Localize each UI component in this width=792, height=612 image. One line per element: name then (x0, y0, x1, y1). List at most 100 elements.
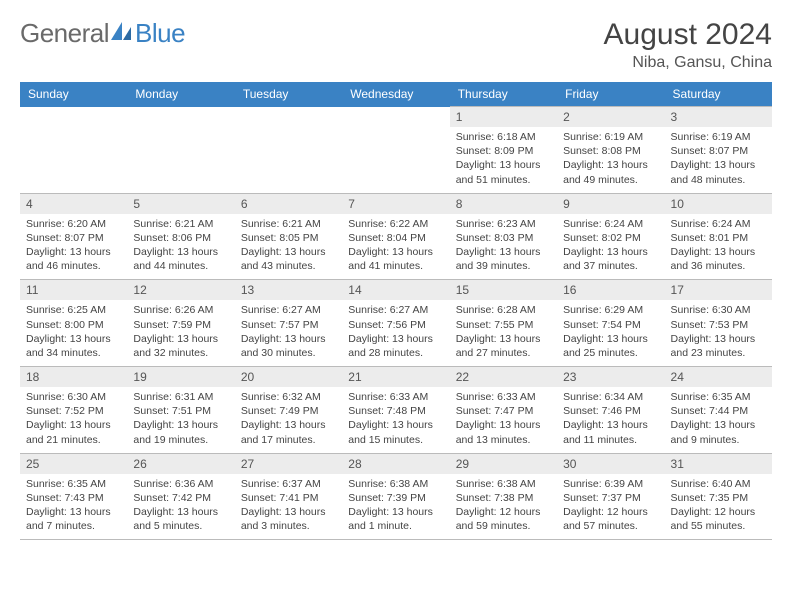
day-details: Sunrise: 6:39 AMSunset: 7:37 PMDaylight:… (557, 474, 664, 540)
day-header: Saturday (665, 82, 772, 107)
day-number: 28 (342, 454, 449, 474)
day-number: 27 (235, 454, 342, 474)
day-details: Sunrise: 6:21 AMSunset: 8:06 PMDaylight:… (127, 214, 234, 280)
day-number: 6 (235, 194, 342, 214)
calendar-cell: 7Sunrise: 6:22 AMSunset: 8:04 PMDaylight… (342, 193, 449, 280)
calendar-cell: 16Sunrise: 6:29 AMSunset: 7:54 PMDayligh… (557, 280, 664, 367)
logo: General Blue (20, 18, 185, 49)
day-number: 21 (342, 367, 449, 387)
day-details: Sunrise: 6:26 AMSunset: 7:59 PMDaylight:… (127, 300, 234, 366)
day-number: 3 (665, 107, 772, 127)
day-details: Sunrise: 6:28 AMSunset: 7:55 PMDaylight:… (450, 300, 557, 366)
day-details: Sunrise: 6:23 AMSunset: 8:03 PMDaylight:… (450, 214, 557, 280)
day-details: Sunrise: 6:29 AMSunset: 7:54 PMDaylight:… (557, 300, 664, 366)
calendar-cell: 30Sunrise: 6:39 AMSunset: 7:37 PMDayligh… (557, 453, 664, 540)
calendar-week: 1Sunrise: 6:18 AMSunset: 8:09 PMDaylight… (20, 107, 772, 194)
day-details: Sunrise: 6:36 AMSunset: 7:42 PMDaylight:… (127, 474, 234, 540)
day-number: 23 (557, 367, 664, 387)
day-header: Tuesday (235, 82, 342, 107)
day-number: 13 (235, 280, 342, 300)
day-details: Sunrise: 6:22 AMSunset: 8:04 PMDaylight:… (342, 214, 449, 280)
logo-text-general: General (20, 18, 109, 49)
calendar-cell: 9Sunrise: 6:24 AMSunset: 8:02 PMDaylight… (557, 193, 664, 280)
page-header: General Blue August 2024 Niba, Gansu, Ch… (20, 18, 772, 72)
calendar-cell: 24Sunrise: 6:35 AMSunset: 7:44 PMDayligh… (665, 367, 772, 454)
day-number: 1 (450, 107, 557, 127)
day-details: Sunrise: 6:34 AMSunset: 7:46 PMDaylight:… (557, 387, 664, 453)
day-details: Sunrise: 6:19 AMSunset: 8:08 PMDaylight:… (557, 127, 664, 193)
calendar-cell: 31Sunrise: 6:40 AMSunset: 7:35 PMDayligh… (665, 453, 772, 540)
calendar-cell (235, 107, 342, 194)
day-number: 26 (127, 454, 234, 474)
calendar-cell: 2Sunrise: 6:19 AMSunset: 8:08 PMDaylight… (557, 107, 664, 194)
calendar-cell: 17Sunrise: 6:30 AMSunset: 7:53 PMDayligh… (665, 280, 772, 367)
calendar-cell: 21Sunrise: 6:33 AMSunset: 7:48 PMDayligh… (342, 367, 449, 454)
calendar-cell: 19Sunrise: 6:31 AMSunset: 7:51 PMDayligh… (127, 367, 234, 454)
day-number: 14 (342, 280, 449, 300)
calendar-cell: 18Sunrise: 6:30 AMSunset: 7:52 PMDayligh… (20, 367, 127, 454)
day-number: 30 (557, 454, 664, 474)
calendar-cell: 12Sunrise: 6:26 AMSunset: 7:59 PMDayligh… (127, 280, 234, 367)
day-number: 7 (342, 194, 449, 214)
day-number: 12 (127, 280, 234, 300)
day-details: Sunrise: 6:21 AMSunset: 8:05 PMDaylight:… (235, 214, 342, 280)
calendar-cell (342, 107, 449, 194)
day-details: Sunrise: 6:33 AMSunset: 7:47 PMDaylight:… (450, 387, 557, 453)
day-details: Sunrise: 6:35 AMSunset: 7:44 PMDaylight:… (665, 387, 772, 453)
day-details: Sunrise: 6:27 AMSunset: 7:57 PMDaylight:… (235, 300, 342, 366)
day-details: Sunrise: 6:33 AMSunset: 7:48 PMDaylight:… (342, 387, 449, 453)
day-details: Sunrise: 6:24 AMSunset: 8:02 PMDaylight:… (557, 214, 664, 280)
calendar-cell: 3Sunrise: 6:19 AMSunset: 8:07 PMDaylight… (665, 107, 772, 194)
calendar-table: Sunday Monday Tuesday Wednesday Thursday… (20, 82, 772, 540)
day-number: 2 (557, 107, 664, 127)
day-number: 20 (235, 367, 342, 387)
day-details: Sunrise: 6:19 AMSunset: 8:07 PMDaylight:… (665, 127, 772, 193)
calendar-cell: 4Sunrise: 6:20 AMSunset: 8:07 PMDaylight… (20, 193, 127, 280)
day-number: 25 (20, 454, 127, 474)
day-header: Thursday (450, 82, 557, 107)
logo-sail-icon (111, 18, 133, 49)
day-number: 16 (557, 280, 664, 300)
day-header-row: Sunday Monday Tuesday Wednesday Thursday… (20, 82, 772, 107)
day-number: 10 (665, 194, 772, 214)
day-details: Sunrise: 6:38 AMSunset: 7:38 PMDaylight:… (450, 474, 557, 540)
day-number: 19 (127, 367, 234, 387)
calendar-cell: 22Sunrise: 6:33 AMSunset: 7:47 PMDayligh… (450, 367, 557, 454)
calendar-cell (127, 107, 234, 194)
calendar-cell: 8Sunrise: 6:23 AMSunset: 8:03 PMDaylight… (450, 193, 557, 280)
day-number: 4 (20, 194, 127, 214)
calendar-cell: 23Sunrise: 6:34 AMSunset: 7:46 PMDayligh… (557, 367, 664, 454)
calendar-week: 25Sunrise: 6:35 AMSunset: 7:43 PMDayligh… (20, 453, 772, 540)
day-header: Friday (557, 82, 664, 107)
calendar-week: 18Sunrise: 6:30 AMSunset: 7:52 PMDayligh… (20, 367, 772, 454)
calendar-cell: 10Sunrise: 6:24 AMSunset: 8:01 PMDayligh… (665, 193, 772, 280)
day-header: Wednesday (342, 82, 449, 107)
calendar-cell: 25Sunrise: 6:35 AMSunset: 7:43 PMDayligh… (20, 453, 127, 540)
day-number: 11 (20, 280, 127, 300)
day-header: Monday (127, 82, 234, 107)
day-details: Sunrise: 6:37 AMSunset: 7:41 PMDaylight:… (235, 474, 342, 540)
calendar-cell: 13Sunrise: 6:27 AMSunset: 7:57 PMDayligh… (235, 280, 342, 367)
day-details: Sunrise: 6:18 AMSunset: 8:09 PMDaylight:… (450, 127, 557, 193)
calendar-week: 4Sunrise: 6:20 AMSunset: 8:07 PMDaylight… (20, 193, 772, 280)
calendar-cell: 1Sunrise: 6:18 AMSunset: 8:09 PMDaylight… (450, 107, 557, 194)
day-number: 8 (450, 194, 557, 214)
calendar-cell: 14Sunrise: 6:27 AMSunset: 7:56 PMDayligh… (342, 280, 449, 367)
day-details: Sunrise: 6:35 AMSunset: 7:43 PMDaylight:… (20, 474, 127, 540)
day-details: Sunrise: 6:24 AMSunset: 8:01 PMDaylight:… (665, 214, 772, 280)
day-number: 18 (20, 367, 127, 387)
day-number: 22 (450, 367, 557, 387)
calendar-cell: 11Sunrise: 6:25 AMSunset: 8:00 PMDayligh… (20, 280, 127, 367)
calendar-cell: 27Sunrise: 6:37 AMSunset: 7:41 PMDayligh… (235, 453, 342, 540)
day-number: 31 (665, 454, 772, 474)
day-number: 15 (450, 280, 557, 300)
calendar-cell: 26Sunrise: 6:36 AMSunset: 7:42 PMDayligh… (127, 453, 234, 540)
day-details: Sunrise: 6:25 AMSunset: 8:00 PMDaylight:… (20, 300, 127, 366)
day-number: 29 (450, 454, 557, 474)
month-title: August 2024 (604, 18, 772, 52)
location: Niba, Gansu, China (604, 54, 772, 72)
day-details: Sunrise: 6:38 AMSunset: 7:39 PMDaylight:… (342, 474, 449, 540)
day-details: Sunrise: 6:30 AMSunset: 7:52 PMDaylight:… (20, 387, 127, 453)
calendar-cell: 29Sunrise: 6:38 AMSunset: 7:38 PMDayligh… (450, 453, 557, 540)
logo-text-blue: Blue (135, 18, 185, 49)
